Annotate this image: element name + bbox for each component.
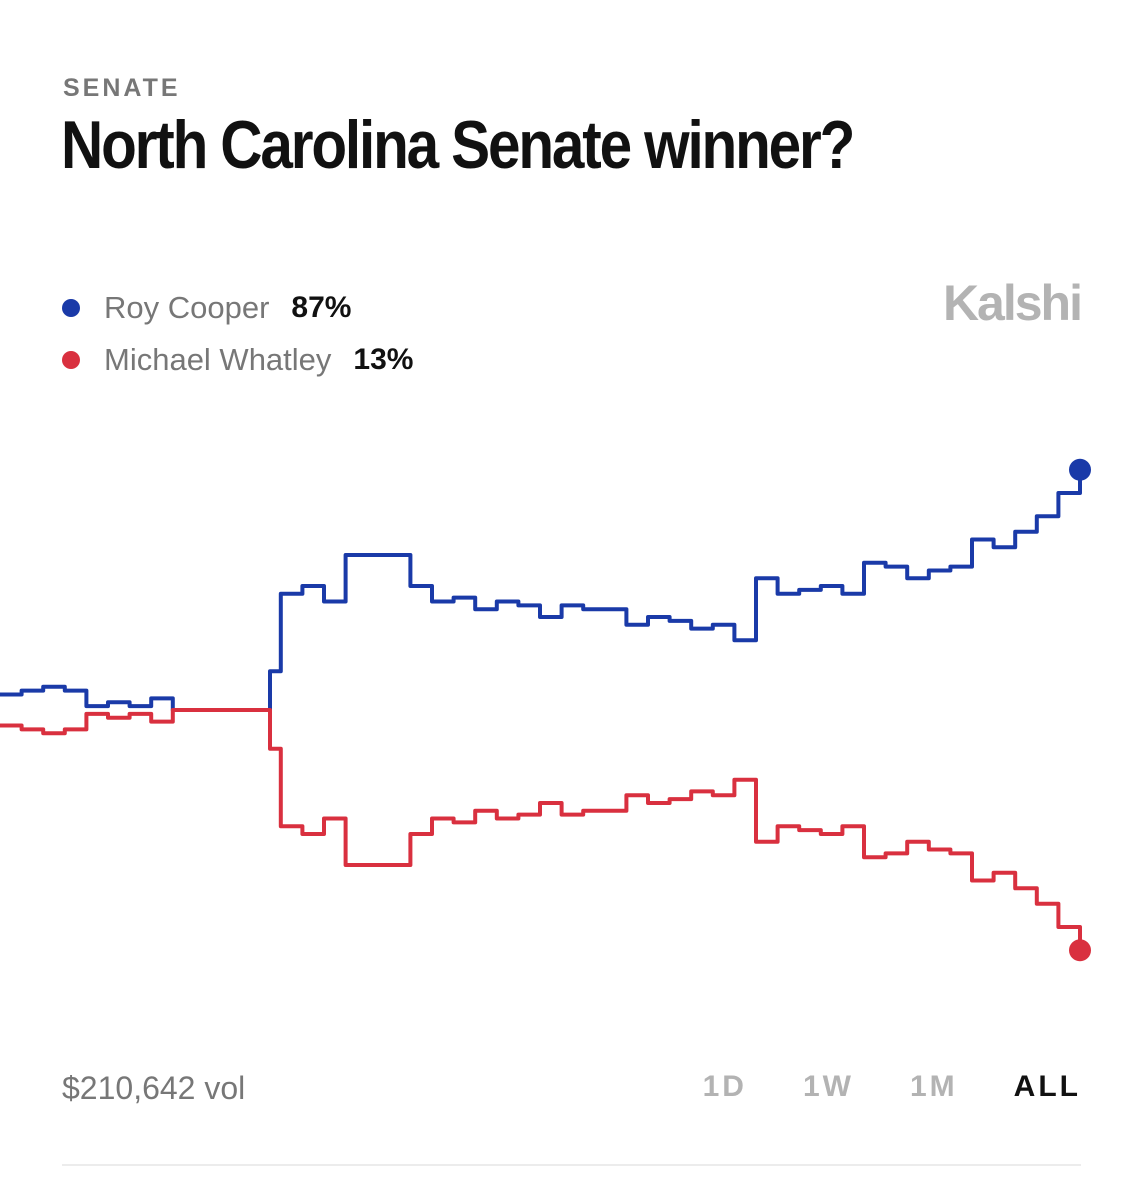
series-line-michael-whatley — [0, 708, 1082, 953]
divider — [62, 1164, 1081, 1166]
legend-value: 13% — [353, 343, 414, 376]
section-kicker: SENATE — [63, 74, 181, 102]
page-title: North Carolina Senate winner? — [61, 107, 855, 183]
series-end-marker-michael-whatley — [1069, 939, 1091, 962]
legend-name: Roy Cooper — [104, 290, 270, 325]
volume-label: $210,642 vol — [62, 1070, 246, 1106]
legend-name: Michael Whatley — [104, 342, 332, 377]
chart-legend: Roy Cooper 87% Michael Whatley 13% — [62, 282, 413, 386]
range-button-1w[interactable]: 1W — [802, 1070, 854, 1103]
range-button-1d[interactable]: 1D — [702, 1070, 747, 1103]
legend-dot-icon — [62, 299, 80, 317]
series-end-marker-roy-cooper — [1069, 458, 1091, 481]
legend-value: 87% — [291, 291, 352, 324]
legend-dot-icon — [62, 351, 80, 369]
range-button-1m[interactable]: 1M — [909, 1070, 958, 1103]
brand-logo: Kalshi — [942, 275, 1083, 331]
time-range-selector: 1D 1W 1M ALL — [703, 1070, 1081, 1104]
legend-item-roy-cooper: Roy Cooper 87% — [62, 282, 413, 334]
range-button-all[interactable]: ALL — [1013, 1070, 1081, 1103]
series-line-roy-cooper — [0, 467, 1082, 712]
legend-item-michael-whatley: Michael Whatley 13% — [62, 334, 413, 386]
